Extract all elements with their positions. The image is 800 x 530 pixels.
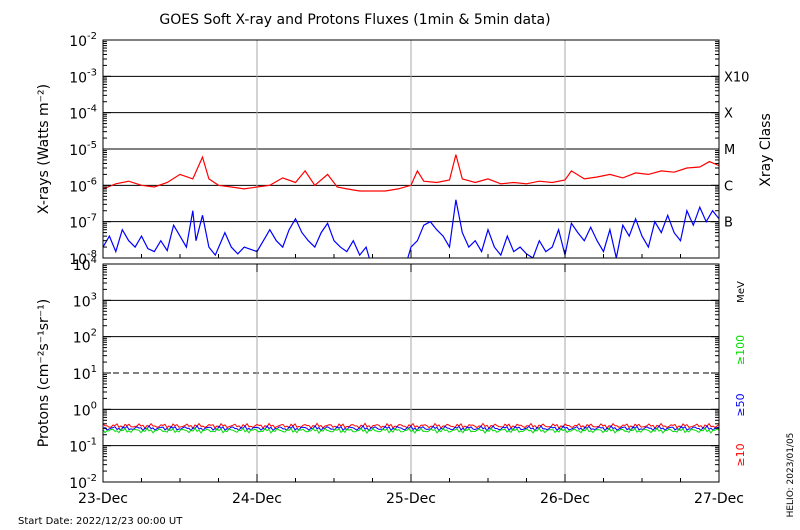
xray-class-label: M <box>724 143 735 158</box>
y-tick-label: 103 <box>73 291 97 310</box>
y-tick-label: 10-7 <box>69 213 97 232</box>
proton-legend-entry: ≥50 <box>734 393 747 416</box>
y-tick-label: 102 <box>73 328 97 347</box>
y-tick-label: 10-5 <box>69 140 97 159</box>
x-tick-label: 25-Dec <box>386 491 436 507</box>
y-tick-label: 10-2 <box>69 473 97 492</box>
mev-label: MeV <box>736 281 747 303</box>
y-axis-label: Protons (cm⁻²s⁻¹sr⁻¹) <box>36 299 52 448</box>
series-group <box>103 154 719 258</box>
y-tick-label: 104 <box>73 255 97 274</box>
y-tick-label: 10-4 <box>69 104 97 123</box>
proton-panel: 10-2 10-1 100 101 102 103 104 Protons (cm⁻²s⁻¹s… <box>36 255 747 492</box>
y-tick-label: 101 <box>73 364 97 383</box>
series-line-2 <box>103 427 719 435</box>
series-line-1 <box>407 199 719 258</box>
y-axis-label: X-rays (Watts m⁻²) <box>36 84 52 214</box>
x-tick-label: 26-Dec <box>540 491 590 507</box>
chart-title: GOES Soft X-ray and Protons Fluxes (1min… <box>159 12 550 28</box>
series-line-1 <box>103 424 719 432</box>
y-tick-label: 10-2 <box>69 31 97 50</box>
y-tick-label: 100 <box>73 400 97 419</box>
series-group <box>103 422 719 435</box>
y-tick-label: 10-3 <box>69 67 97 86</box>
xray-panel: 10-8 10-7 10-6 10-5 10-4 10-3 10-2 X-rays (Watt… <box>36 31 774 268</box>
start-date-label: Start Date: 2022/12/23 00:00 UT <box>18 516 183 527</box>
time-axis: 23-Dec 24-Dec 25-Dec 26-Dec 27-Dec <box>78 250 744 507</box>
xray-class-label: X <box>724 107 733 122</box>
proton-legend-entry: ≥10 <box>734 443 747 466</box>
x-tick-label: 24-Dec <box>232 491 282 507</box>
y-tick-label: 10-6 <box>69 176 97 195</box>
xray-class-label: C <box>724 179 733 194</box>
series-line-0 <box>103 154 719 192</box>
series-line-1 <box>103 210 370 258</box>
y-tick-label: 10-1 <box>69 437 97 456</box>
xray-class-label: X10 <box>724 70 749 85</box>
y-tick-label: 10-8 <box>69 249 97 268</box>
x-tick-label: 27-Dec <box>694 491 744 507</box>
x-tick-label: 23-Dec <box>78 491 128 507</box>
credit-label: HELIO: 2023/01/05 <box>786 433 796 518</box>
proton-legend-entry: ≥100 <box>734 335 747 365</box>
xray-class-axis-label: Xray Class <box>758 113 774 187</box>
xray-class-label: B <box>724 216 733 231</box>
